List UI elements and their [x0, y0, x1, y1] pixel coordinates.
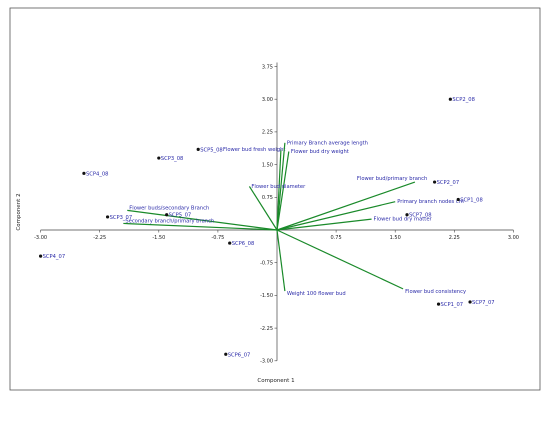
loading-vector	[276, 201, 396, 231]
score-point-label: SCP6_07	[228, 352, 251, 358]
y-tick-label: 3.75	[262, 64, 273, 70]
score-point-label: SCP2_07	[437, 180, 460, 186]
y-tick-label: 3.00	[262, 97, 273, 103]
y-tick-label: -3.00	[260, 359, 273, 365]
score-point-label: SCP4_07	[43, 254, 66, 260]
loading-label: Flower bud consistency	[405, 289, 466, 295]
y-tick-label: -0.75	[260, 261, 273, 267]
loading-label: Primary Branch average length	[287, 140, 368, 146]
score-point-label: SCP7_08	[409, 213, 432, 219]
score-point	[468, 300, 472, 304]
x-tick-label: 1.50	[390, 235, 401, 241]
loading-label: Weight 100 flower bud	[287, 291, 346, 297]
loading-vector	[276, 229, 286, 292]
y-tick-label: -2.25	[260, 326, 273, 332]
x-tick-label: -2.25	[93, 235, 106, 241]
score-point-label: SCP7_07	[472, 300, 495, 306]
score-point-label: SCP2_08	[452, 97, 475, 103]
score-point-label: SCP3_08	[161, 156, 184, 162]
loading-vector	[127, 209, 278, 231]
score-point-label: SCP1_07	[441, 302, 464, 308]
y-tick-labels: 3.75 3.00 2.25 1.50 0.75 -0.75 -1.50 -2.25 -3.00	[260, 64, 277, 365]
score-point	[196, 147, 200, 151]
x-tick-labels: -3.00 -2.25 -1.50 -0.75 0.75 1.50 2.25 3.00	[34, 230, 519, 241]
loading-vector	[248, 186, 278, 231]
loading-label: Secondary branch/primary branch	[125, 218, 214, 224]
y-tick-label: -1.50	[260, 293, 273, 299]
loading-vector	[276, 151, 290, 231]
y-axis-title: Component 2	[16, 193, 22, 230]
score-point	[82, 171, 86, 175]
score-point-label: SCP3_07	[110, 215, 133, 221]
score-point	[228, 241, 232, 245]
score-point	[39, 254, 43, 258]
loading-vector	[276, 181, 416, 231]
x-tick-label: 3.00	[508, 235, 519, 241]
loading-label: Flower bud diameter	[251, 184, 306, 190]
loading-label: Flower bud/primary branch	[357, 176, 427, 182]
loading-label: Primary branch nodes cm	[397, 199, 464, 205]
score-points: SCP2_08 SCP2_07 SCP1_08 SCP7_08 SCP1_07 SCP7_…	[39, 97, 495, 358]
score-point	[456, 197, 460, 202]
loading-label: Flower bud fresh weight	[223, 147, 286, 153]
score-point-label: SCP4_08	[86, 171, 109, 177]
x-tick-label: 2.25	[449, 235, 460, 241]
score-point	[105, 215, 110, 219]
loading-vector	[123, 222, 278, 231]
score-point	[433, 180, 437, 184]
score-point-label: SCP1_08	[460, 197, 483, 203]
score-point	[224, 352, 228, 356]
y-tick-label: 0.75	[262, 195, 273, 201]
loading-label: Flower bud dry weight	[291, 149, 349, 155]
score-point-label: SCP5_07	[169, 213, 192, 219]
x-axis-title: Component 1	[257, 378, 294, 384]
loading-vector	[276, 229, 404, 290]
loading-label: Flower bud dry matter	[374, 217, 433, 223]
score-point	[405, 213, 409, 217]
score-point	[448, 97, 452, 101]
score-point-label: SCP5_08	[200, 147, 223, 153]
x-tick-label: -3.00	[34, 235, 47, 241]
score-point-label: SCP6_08	[232, 241, 255, 247]
score-point	[157, 156, 161, 160]
y-tick-label: 2.25	[262, 130, 273, 136]
axes-layer	[40, 62, 514, 361]
loading-vector	[276, 218, 372, 231]
x-tick-label: -0.75	[211, 235, 224, 241]
x-tick-label: -1.50	[152, 235, 165, 241]
y-tick-label: 1.50	[262, 162, 273, 168]
plot-frame	[9, 7, 541, 391]
score-point	[165, 213, 169, 217]
loading-vector	[276, 142, 286, 231]
x-tick-label: 0.75	[331, 235, 342, 241]
score-point	[436, 302, 441, 306]
loading-label: Flower buds/secondary Branch	[129, 205, 209, 211]
